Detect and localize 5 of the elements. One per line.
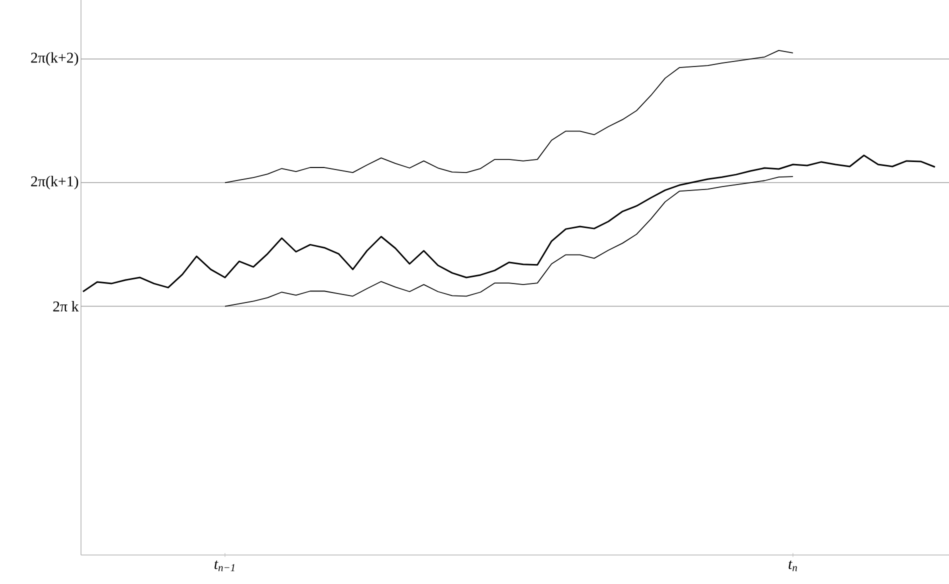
ref-line-label: 2π k bbox=[53, 301, 79, 312]
ref-line-label: 2π(k+1) bbox=[31, 176, 78, 190]
x-tick-label: t$_{n−1}$ bbox=[214, 560, 234, 572]
ref-line-label: 2π(k+2) bbox=[31, 52, 78, 66]
x-tick-label: t$_{n}$ bbox=[788, 560, 797, 572]
